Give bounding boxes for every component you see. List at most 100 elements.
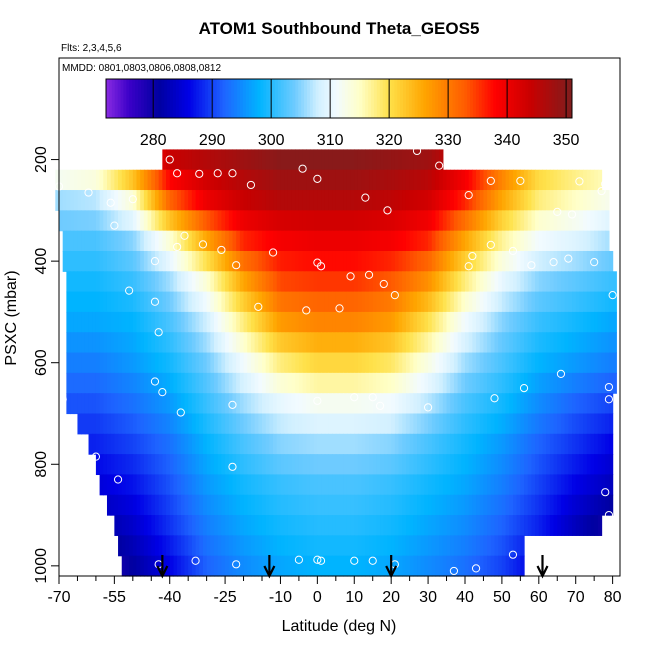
- curtain-cell: [147, 352, 152, 374]
- curtain-cell: [177, 454, 182, 476]
- colorbar-segment: [280, 79, 285, 118]
- colorbar-segment: [306, 79, 311, 118]
- sample-point: [228, 169, 237, 178]
- curtain-cell: [343, 352, 348, 374]
- curtain-cell: [317, 555, 322, 577]
- curtain-cell: [369, 535, 374, 557]
- curtain-cell: [538, 393, 544, 415]
- curtain-cell: [147, 494, 152, 516]
- colorbar-frame: [105, 78, 573, 119]
- curtain-cell: [84, 332, 90, 354]
- curtain-cell: [140, 433, 145, 455]
- curtain-cell: [191, 311, 197, 333]
- curtain-cell: [564, 169, 569, 191]
- colorbar-segment: [312, 79, 317, 118]
- curtain-cell: [243, 454, 248, 476]
- curtain-cell: [143, 271, 149, 293]
- curtain-cell: [335, 271, 341, 293]
- curtain-cell: [391, 149, 396, 171]
- curtain-cell: [409, 535, 414, 557]
- curtain-cell: [564, 454, 569, 476]
- curtain-cell: [317, 332, 322, 354]
- curtain-cell: [343, 230, 348, 252]
- curtain-cell: [180, 474, 186, 496]
- curtain-cell: [321, 291, 326, 313]
- curtain-cell: [129, 230, 134, 252]
- curtain-cell: [291, 555, 296, 577]
- curtain-cell: [191, 332, 197, 354]
- sample-point: [390, 291, 399, 300]
- curtain-cell: [324, 169, 330, 191]
- sample-point: [597, 186, 606, 196]
- curtain-cell: [346, 413, 352, 435]
- colorbar-segment: [499, 79, 503, 118]
- curtain-cell: [405, 535, 411, 557]
- curtain-cell: [461, 230, 466, 252]
- curtain-cell: [450, 291, 455, 313]
- curtain-cell: [276, 515, 282, 536]
- curtain-cell: [280, 494, 285, 516]
- curtain-cell: [487, 555, 492, 577]
- curtain-cell: [147, 555, 152, 577]
- curtain-cell: [317, 271, 322, 293]
- curtain-cell: [306, 190, 311, 211]
- curtain-cell: [354, 535, 359, 557]
- colorbar-segment: [519, 79, 523, 118]
- sample-point: [471, 564, 481, 573]
- curtain-cell: [417, 291, 422, 313]
- curtain-cell: [468, 474, 473, 496]
- curtain-cell: [376, 413, 381, 435]
- curtain-cell: [199, 311, 204, 333]
- curtain-cell: [383, 332, 389, 354]
- curtain-cell: [594, 352, 599, 374]
- curtain-cell: [579, 372, 584, 394]
- curtain-cell: [557, 291, 562, 313]
- curtain-cell: [132, 393, 138, 415]
- curtain-cell: [590, 332, 595, 354]
- x-tick-label: 0: [313, 589, 322, 606]
- curtain-cell: [118, 190, 123, 211]
- curtain-cell: [147, 291, 152, 313]
- curtain-cell: [295, 250, 300, 272]
- curtain-cell: [557, 311, 562, 333]
- curtain-cell: [501, 169, 507, 191]
- sample-point: [150, 297, 160, 306]
- curtain-cell: [265, 433, 270, 455]
- curtain-cell: [608, 474, 614, 496]
- curtain-cell: [284, 210, 289, 232]
- curtain-cell: [184, 250, 189, 272]
- curtain-cell: [586, 413, 592, 435]
- curtain-cell: [103, 433, 108, 455]
- curtain-cell: [343, 413, 348, 435]
- curtain-cell: [505, 190, 510, 211]
- curtain-cell: [92, 291, 97, 313]
- curtain-cell: [487, 190, 492, 211]
- curtain-cell: [214, 311, 219, 333]
- curtain-cell: [328, 515, 333, 536]
- curtain-cell: [243, 494, 248, 516]
- curtain-cell: [439, 352, 444, 374]
- curtain-cell: [428, 271, 433, 293]
- curtain-cell: [409, 393, 414, 415]
- curtain-cell: [446, 169, 451, 191]
- curtain-cell: [542, 210, 547, 232]
- curtain-cell: [73, 210, 79, 232]
- curtain-cell: [158, 433, 163, 455]
- curtain-cell: [92, 332, 97, 354]
- curtain-cell: [476, 393, 481, 415]
- curtain-cell: [228, 210, 234, 232]
- curtain-cell: [479, 515, 485, 536]
- curtain-cell: [420, 454, 425, 476]
- curtain-cell: [140, 332, 145, 354]
- curtain-cell: [302, 372, 307, 394]
- curtain-cell: [118, 413, 123, 435]
- curtain-cell: [306, 230, 311, 252]
- curtain-cell: [129, 372, 134, 394]
- curtain-cell: [354, 210, 359, 232]
- curtain-cell: [535, 352, 540, 374]
- curtain-cell: [597, 169, 603, 191]
- curtain-cell: [520, 352, 525, 374]
- curtain-cell: [457, 271, 462, 293]
- curtain-cell: [199, 291, 204, 313]
- curtain-cell: [328, 555, 333, 577]
